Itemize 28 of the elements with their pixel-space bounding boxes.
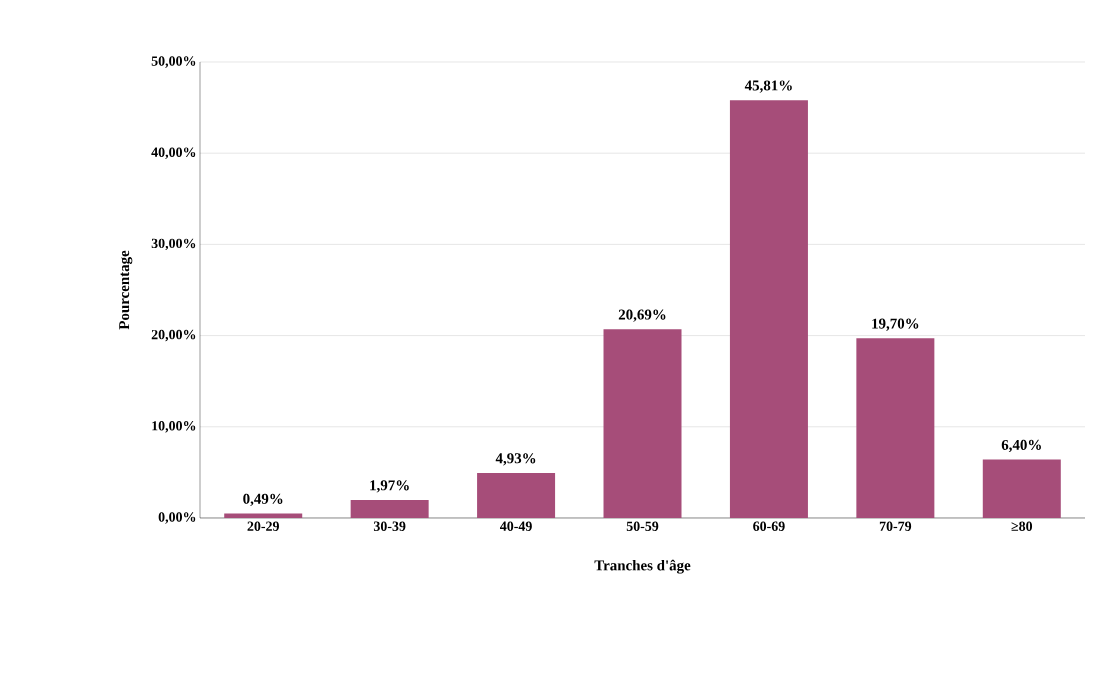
bar — [603, 329, 682, 518]
x-tick-label: 40-49 — [500, 521, 532, 531]
bar — [729, 100, 808, 518]
y-tick-label: 10,00% — [152, 421, 196, 433]
y-tick-label: 50,00% — [151, 56, 196, 68]
data-label: 1,97% — [370, 480, 409, 493]
data-label: 4,93% — [495, 453, 536, 466]
y-tick-label: 0,00% — [158, 512, 196, 524]
x-tick-label: ≥80 — [1011, 521, 1033, 531]
x-tick-label: 20-29 — [247, 521, 279, 531]
data-label: 45,81% — [744, 80, 792, 93]
y-tick-label: 30,00% — [151, 238, 196, 251]
data-label: 19,70% — [872, 318, 919, 331]
bar — [350, 500, 429, 518]
data-label: 0,49% — [243, 493, 283, 506]
x-axis-title: Tranches d'âge — [594, 559, 691, 574]
data-label: 6,40% — [1001, 439, 1041, 453]
bar — [477, 473, 556, 518]
bar — [856, 338, 935, 518]
x-tick-label: 70-79 — [879, 521, 912, 531]
y-axis-title: Pourcentage — [119, 250, 133, 330]
data-label: 20,69% — [618, 309, 666, 322]
x-tick-label: 30-39 — [373, 521, 406, 531]
y-tick-label: 40,00% — [151, 147, 196, 159]
bar — [982, 459, 1061, 518]
x-tick-label: 60-69 — [753, 521, 785, 531]
x-tick-label: 50-59 — [626, 521, 659, 531]
y-tick-label: 20,00% — [151, 329, 196, 342]
